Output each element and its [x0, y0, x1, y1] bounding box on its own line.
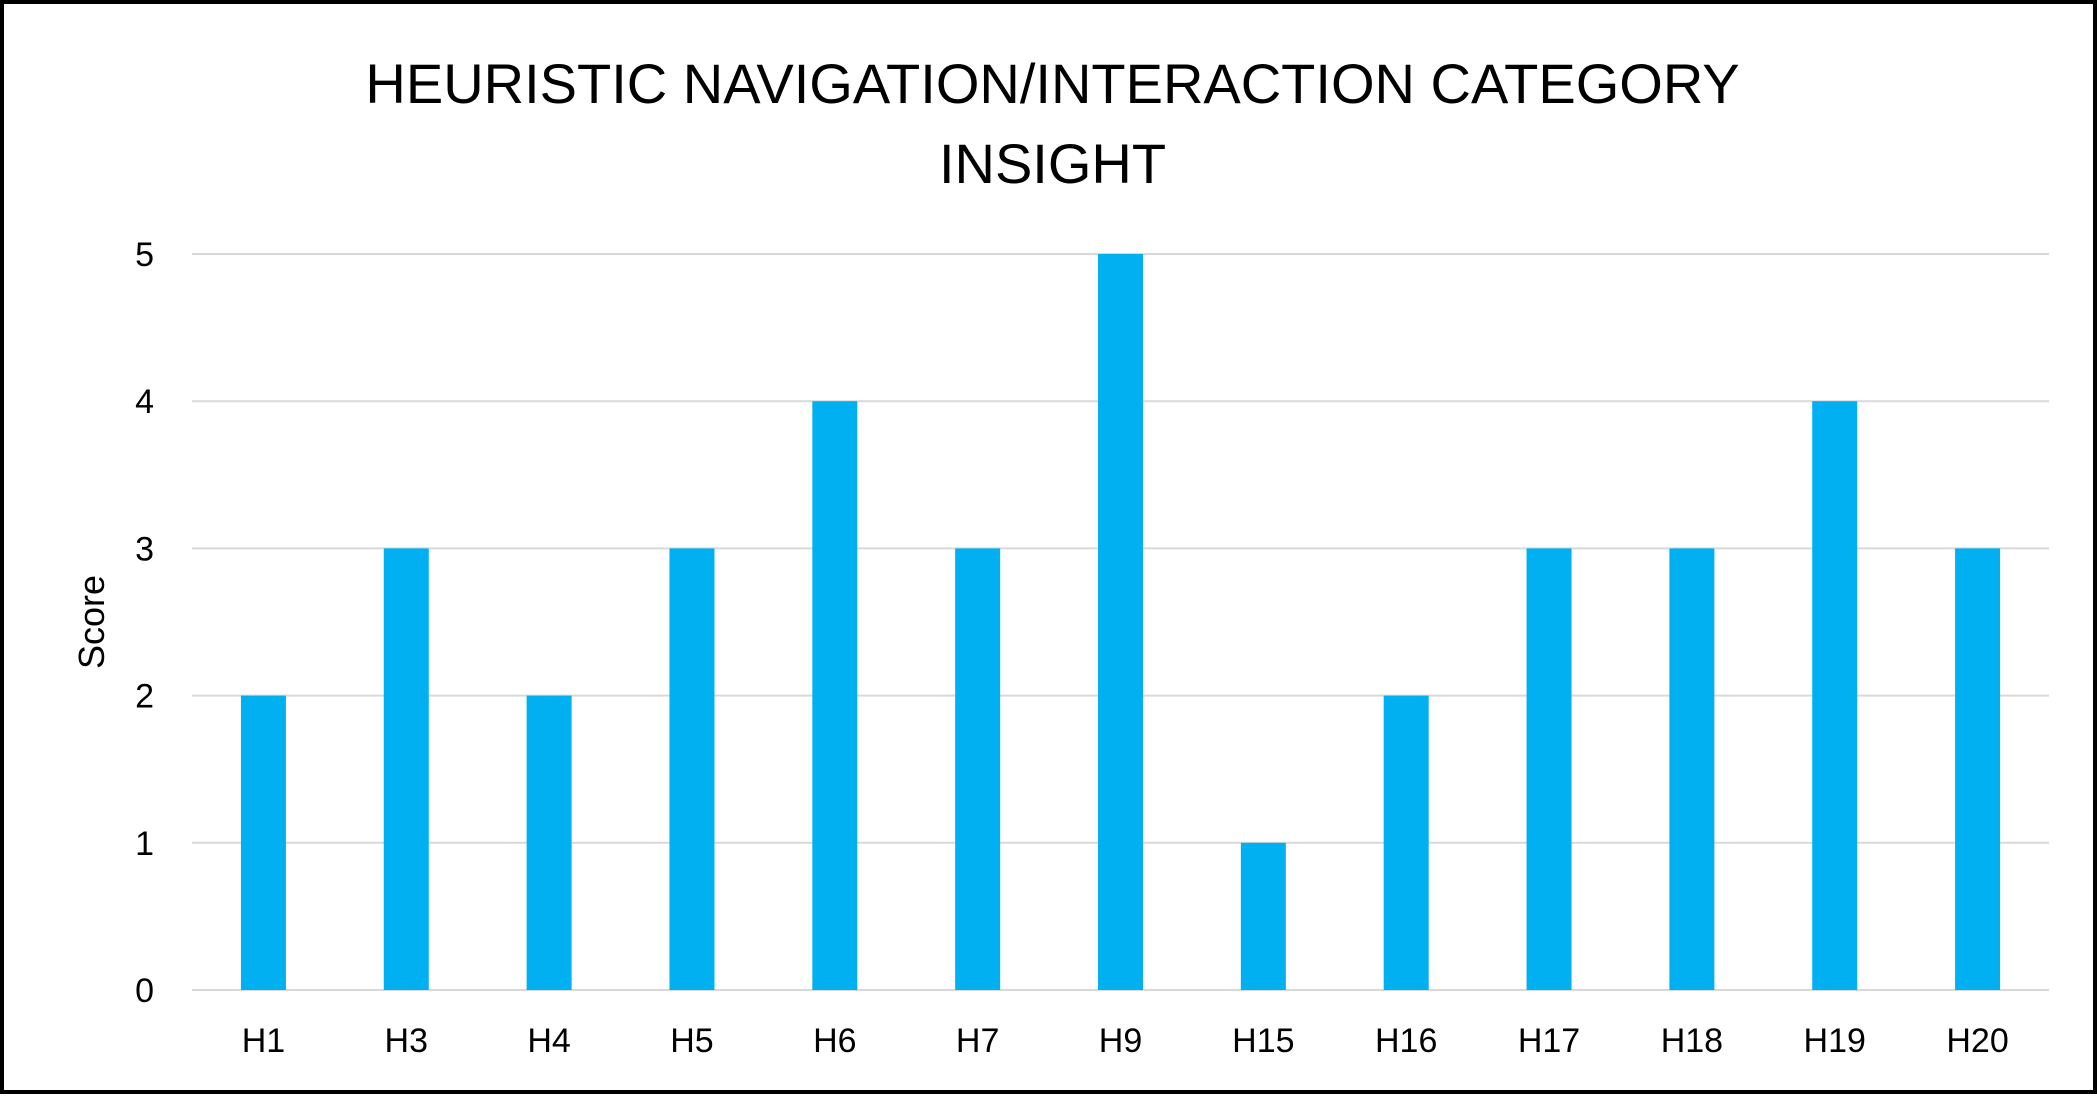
- x-tick-label: H7: [956, 1022, 999, 1060]
- bar-H4: [526, 695, 572, 990]
- x-tick-label: H15: [1232, 1022, 1294, 1060]
- x-tick-label: H19: [1804, 1022, 1866, 1060]
- x-tick-label: H9: [1099, 1022, 1142, 1060]
- x-tick-label: H18: [1661, 1022, 1723, 1060]
- y-tick-label: 5: [135, 236, 154, 274]
- bar-H17: [1526, 548, 1572, 990]
- x-tick-label: H5: [670, 1022, 713, 1060]
- bar-H15: [1240, 842, 1286, 990]
- bar-H1: [240, 695, 286, 990]
- x-tick-label: H20: [1946, 1022, 2008, 1060]
- bar-H6: [812, 401, 858, 990]
- chart-title-line-1: HEURISTIC NAVIGATION/INTERACTION CATEGOR…: [365, 52, 1740, 115]
- y-tick-label: 2: [135, 678, 154, 716]
- bar-H7: [955, 548, 1001, 990]
- chart-title: HEURISTIC NAVIGATION/INTERACTION CATEGOR…: [4, 44, 2097, 204]
- x-tick-label: H1: [242, 1022, 285, 1060]
- bar-H5: [669, 548, 715, 990]
- bar-H9: [1098, 254, 1143, 990]
- chart-title-line-2: INSIGHT: [938, 132, 1167, 195]
- x-tick-labels: H1 H3 H4 H5 H6 H7 H9 H15 H16 H17 H18 H19 H20: [242, 1022, 2009, 1060]
- y-axis-title: Score: [71, 575, 112, 669]
- y-tick-label: 1: [135, 825, 154, 863]
- y-tick-labels: 0 1 2 3 4 5: [135, 236, 154, 1010]
- x-tick-label: H3: [385, 1022, 428, 1060]
- bars: [240, 254, 2001, 990]
- bar-H19: [1812, 401, 1858, 990]
- x-tick-label: H4: [527, 1022, 570, 1060]
- bar-H20: [1955, 548, 2001, 990]
- bar-H16: [1383, 695, 1429, 990]
- x-tick-label: H17: [1518, 1022, 1580, 1060]
- y-tick-label: 4: [135, 383, 154, 421]
- bar-H18: [1669, 548, 1715, 990]
- x-tick-label: H6: [813, 1022, 856, 1060]
- x-tick-label: H16: [1375, 1022, 1437, 1060]
- y-tick-label: 0: [135, 972, 154, 1010]
- bar-H3: [383, 548, 429, 990]
- y-tick-label: 3: [135, 530, 154, 568]
